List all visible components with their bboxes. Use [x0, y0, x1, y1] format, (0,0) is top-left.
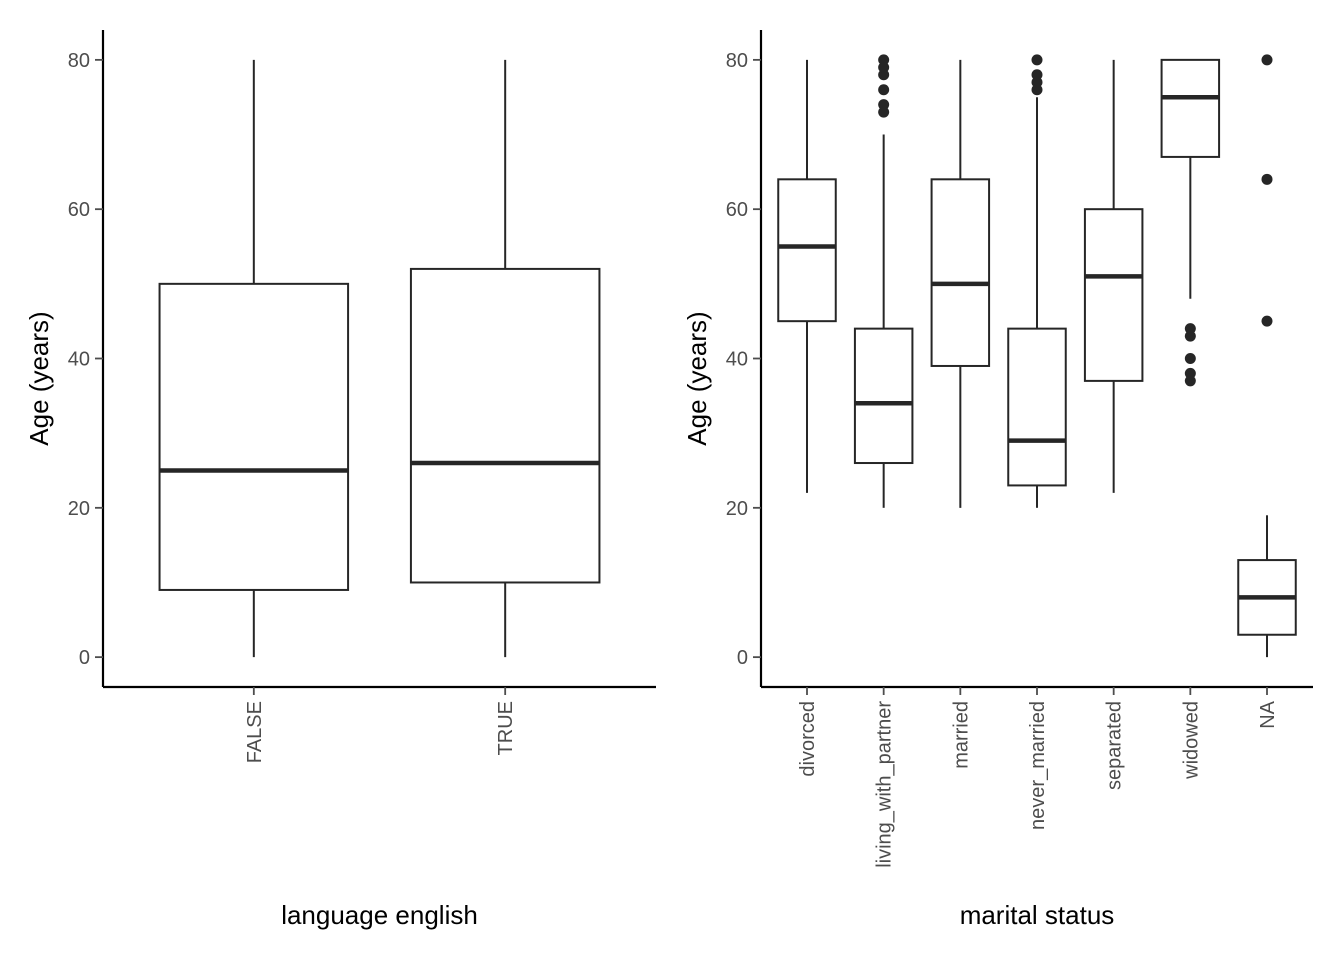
outlier-point: [1184, 323, 1196, 335]
x-tick-label-living-with-partner: living_with_partner: [874, 701, 896, 868]
box-separated: [1083, 59, 1144, 493]
y-tick-label: 40: [68, 349, 90, 371]
box-true: [409, 59, 601, 658]
x-tick-label-false: FALSE: [244, 701, 266, 763]
box-living-with-partner: [853, 54, 914, 508]
iqr-box: [777, 178, 837, 323]
x-tick-label-separated: separated: [1104, 701, 1126, 790]
y-axis-title: Age (years): [24, 311, 54, 445]
outlier-point: [1261, 315, 1273, 327]
iqr-box: [1083, 208, 1144, 382]
y-tick-label: 80: [726, 50, 748, 72]
y-axis-title: Age (years): [682, 311, 712, 445]
outlier-point: [1261, 54, 1273, 66]
outlier-point: [1261, 173, 1273, 185]
y-tick-label: 80: [68, 50, 90, 72]
box-married: [930, 59, 991, 508]
marital-status-panel: 0 20 40 60 80 divorced living_with_partner marr…: [682, 30, 1313, 930]
outlier-point: [1184, 367, 1196, 379]
y-tick-label: 60: [68, 199, 90, 221]
y-tick-label: 0: [737, 647, 748, 669]
outlier-point: [1031, 69, 1043, 81]
iqr-box: [930, 178, 991, 367]
box-false: [158, 59, 350, 658]
outlier-point: [1184, 353, 1196, 364]
x-tick-label-true: TRUE: [495, 701, 517, 755]
box-divorced: [777, 59, 837, 493]
iqr-box: [409, 267, 601, 584]
outlier-point: [878, 99, 890, 111]
outlier-point: [878, 54, 890, 66]
outlier-point: [878, 84, 890, 96]
x-tick-label-never-married: never_married: [1027, 701, 1049, 830]
x-tick-label-widowed: widowed: [1180, 701, 1202, 780]
iqr-box: [1160, 58, 1221, 158]
y-tick-label: 0: [79, 647, 90, 669]
x-tick-label-married: married: [950, 701, 972, 769]
x-axis-title: marital status: [960, 900, 1115, 930]
box-na: [1237, 54, 1297, 658]
box-widowed: [1160, 58, 1221, 387]
outlier-point: [1031, 54, 1043, 66]
x-axis-title: language english: [281, 900, 478, 930]
x-tick-label-divorced: divorced: [797, 701, 819, 777]
iqr-box: [1007, 327, 1067, 487]
iqr-box: [158, 282, 350, 591]
language-english-panel: 0 20 40 60 80 FALSE TRUE language english Age (y…: [24, 30, 656, 930]
iqr-box: [853, 327, 914, 465]
y-tick-label: 40: [726, 349, 748, 371]
y-tick-label: 20: [68, 498, 90, 520]
x-tick-label-na: NA: [1257, 700, 1279, 728]
y-tick-label: 60: [726, 199, 748, 221]
box-never-married: [1007, 54, 1067, 508]
y-tick-label: 20: [726, 498, 748, 520]
